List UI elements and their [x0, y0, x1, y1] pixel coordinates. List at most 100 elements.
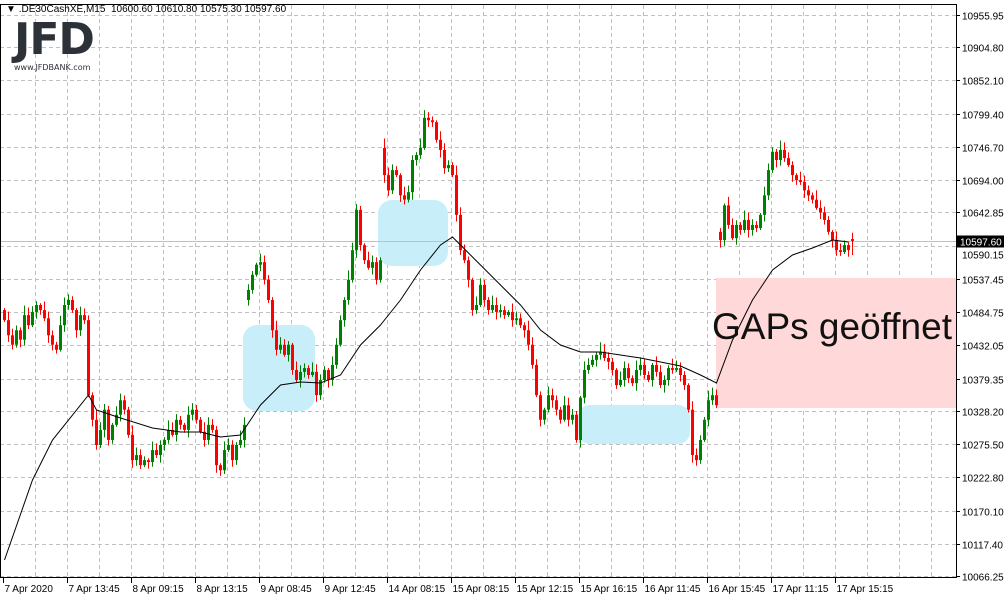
candle-body	[375, 262, 378, 280]
candle-body	[87, 320, 90, 396]
y-tick-label: 10642.85	[962, 209, 1004, 220]
x-tick-label: 16 Apr 11:45	[645, 584, 701, 595]
x-tick-label: 14 Apr 08:15	[389, 584, 446, 595]
x-tick-label: 8 Apr 13:15	[197, 584, 249, 595]
candle-body	[819, 207, 822, 213]
candle-body	[147, 460, 150, 463]
y-tick-label: 10117.40	[962, 541, 1003, 552]
x-tick-label: 15 Apr 16:15	[581, 584, 638, 595]
logo-brand: JFD	[14, 14, 95, 65]
ohlc-values: 10600.60 10610.80 10575.30 10597.60	[110, 4, 287, 15]
candle-body	[363, 245, 366, 261]
candle-body	[623, 368, 626, 381]
y-tick-label: 10904.80	[962, 44, 1004, 55]
candle-body	[731, 224, 734, 239]
y-tick-label: 10852.10	[962, 77, 1004, 88]
candle-body	[155, 450, 158, 456]
candle-body	[59, 325, 62, 350]
y-tick-label: 10432.05	[962, 342, 1004, 353]
candle-body	[667, 368, 670, 381]
candle-body	[787, 158, 790, 166]
candle-body	[355, 209, 358, 251]
candle-body	[275, 330, 278, 350]
candle-body	[463, 250, 466, 261]
candle-body	[471, 279, 474, 311]
candle-body	[603, 351, 606, 358]
y-tick-label: 10537.45	[962, 276, 1004, 287]
candle-body	[451, 165, 454, 176]
candle-body	[683, 375, 686, 386]
candle-body	[47, 318, 50, 336]
candle-body	[379, 260, 382, 280]
candle-body	[391, 170, 394, 191]
candle-body	[795, 175, 798, 181]
candle-body	[211, 424, 214, 430]
candle-body	[807, 190, 810, 196]
candle-body	[143, 460, 146, 466]
candle-body	[195, 409, 198, 420]
candle-body	[199, 419, 202, 432]
x-axis: 7 Apr 2020 7 Apr 13:45 8 Apr 09:15 8 Apr 13…	[3, 577, 894, 595]
x-tick-label: 16 Apr 15:45	[709, 584, 766, 595]
candle-body	[203, 431, 206, 440]
x-tick-label: 7 Apr 2020	[5, 584, 54, 595]
candle-body	[335, 344, 338, 365]
candle-body	[751, 224, 754, 230]
candle-body	[139, 455, 142, 466]
candle-body	[783, 149, 786, 159]
candle-body	[511, 311, 514, 321]
candle-body	[167, 429, 170, 440]
candle-body	[343, 299, 346, 321]
candle-body	[55, 344, 58, 350]
candle-body	[519, 318, 522, 326]
candle-body	[407, 192, 410, 200]
candle-body	[31, 311, 34, 326]
candle-body	[215, 429, 218, 466]
y-tick-label: 10484.75	[962, 309, 1004, 320]
candle-body	[635, 369, 638, 384]
candle-body	[831, 231, 834, 241]
candle-body	[467, 260, 470, 280]
candle-body	[643, 364, 646, 376]
candle-body	[491, 305, 494, 311]
candle-body	[843, 245, 846, 253]
candle-body	[763, 195, 766, 215]
candle-body	[239, 439, 242, 446]
candle-body	[627, 368, 630, 379]
candle-body	[187, 414, 190, 430]
candle-body	[799, 180, 802, 183]
y-tick-label: 10066.25	[962, 573, 1004, 584]
x-tick-label: 7 Apr 13:45	[69, 584, 121, 595]
gap-annotation: GAPs geöffnet	[712, 306, 952, 347]
logo-url: www.JFDBANK.com	[14, 63, 91, 72]
candle-body	[323, 369, 326, 381]
candle-body	[475, 305, 478, 311]
candle-body	[399, 175, 402, 196]
current-price-label: 10597.60	[957, 235, 1004, 249]
candle-body	[175, 419, 178, 435]
y-tick-label: 10170.10	[962, 508, 1004, 519]
candle-body	[531, 344, 534, 365]
candle-body	[243, 424, 246, 440]
candle-body	[23, 315, 26, 340]
candle-body	[439, 139, 442, 150]
candle-body	[67, 299, 70, 306]
candle-body	[591, 359, 594, 365]
triangle-down-icon[interactable]: ▼	[6, 4, 16, 15]
candle-body	[51, 335, 54, 345]
candle-body	[607, 357, 610, 362]
candle-body	[123, 400, 126, 410]
candle-body	[719, 231, 722, 241]
y-tick-label: 10328.20	[962, 408, 1004, 419]
candle-body	[611, 361, 614, 370]
candle-body	[571, 414, 574, 420]
candle-body	[83, 315, 86, 321]
candle-body	[515, 318, 518, 321]
candle-body	[319, 380, 322, 396]
candle-body	[347, 279, 350, 300]
candle-body	[431, 120, 434, 123]
candle-body	[547, 395, 550, 410]
highlight-box-9apr	[243, 325, 315, 411]
candle-body	[247, 289, 250, 300]
